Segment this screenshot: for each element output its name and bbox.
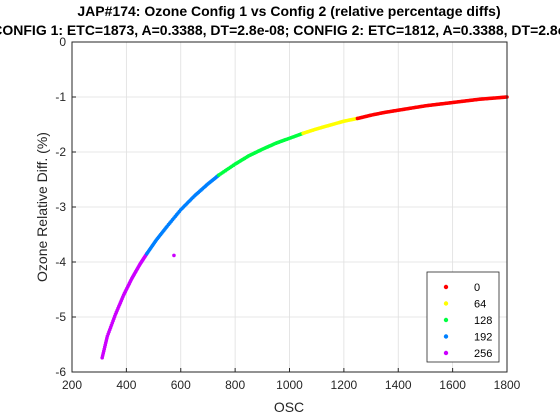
legend-label: 64 [474,299,486,311]
legend-marker [444,285,448,289]
chart-subtitle: CONFIG 1: ETC=1873, A=0.3388, DT=2.8e-08… [0,22,560,38]
y-tick-label: -2 [55,145,66,159]
legend-label: 256 [474,348,492,360]
x-tick-label: 1200 [331,378,358,392]
y-tick-label: -1 [55,90,66,104]
chart-title: JAP#174: Ozone Config 1 vs Config 2 (rel… [77,3,500,19]
x-tick-label: 1600 [439,378,466,392]
y-tick-label: -6 [55,365,66,379]
legend-label: 128 [474,315,492,327]
x-tick-label: 1800 [494,378,521,392]
legend-label: 0 [474,282,480,294]
legend-marker [444,334,448,338]
x-tick-label: 1000 [276,378,303,392]
y-tick-label: -3 [55,200,66,214]
y-axis-label: Ozone Relative Diff. (%) [34,132,50,282]
x-tick-label: 800 [225,378,245,392]
data-point [172,254,176,258]
x-tick-label: 1400 [385,378,412,392]
legend-marker [444,351,448,355]
x-tick-label: 600 [171,378,191,392]
y-tick-label: -5 [55,310,66,324]
y-tick-label: -4 [55,255,66,269]
legend-marker [444,318,448,322]
x-tick-label: 200 [62,378,82,392]
x-axis-label: OSC [274,399,304,415]
legend-marker [444,301,448,305]
legend: 0 64 128 192 256 [427,272,499,362]
legend-label: 192 [474,332,492,344]
x-tick-label: 400 [116,378,136,392]
